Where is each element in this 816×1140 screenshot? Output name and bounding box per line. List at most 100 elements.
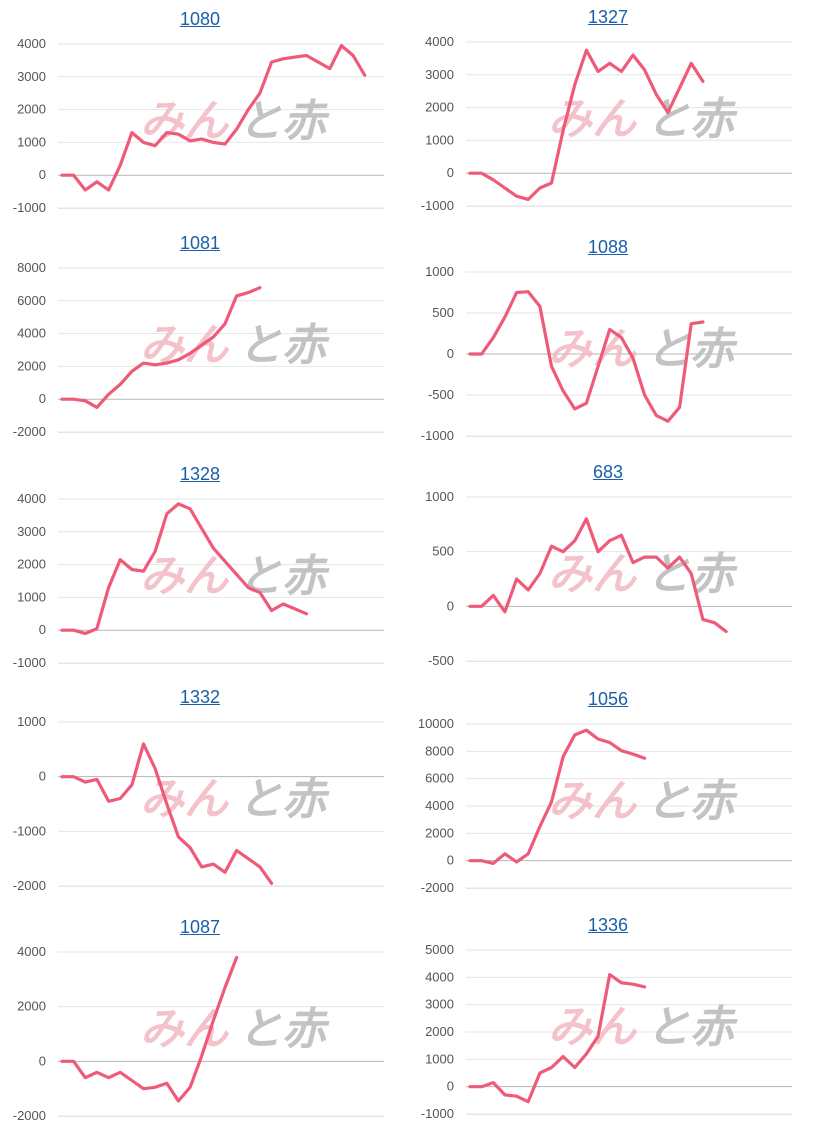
y-tick-label: -2000 bbox=[13, 424, 46, 439]
watermark-logo: みん と赤 bbox=[140, 1004, 330, 1055]
watermark-text-part2: と赤 bbox=[238, 774, 330, 825]
y-tick-label: 1000 bbox=[17, 134, 46, 149]
y-tick-label: 0 bbox=[39, 622, 46, 637]
watermark-text-part1: みん bbox=[548, 324, 638, 375]
chart-panel-1087: 1087 4000 2000 0 -2000 みん と赤 bbox=[0, 916, 400, 1140]
y-tick-label: 4000 bbox=[425, 798, 454, 813]
y-tick-label: 500 bbox=[432, 305, 454, 320]
y-tick-label: 4000 bbox=[17, 326, 46, 341]
series-line bbox=[468, 517, 728, 634]
chart-svg: 1000 500 0 -500 -1000 みん と赤 bbox=[421, 264, 792, 443]
y-tick-label: 0 bbox=[39, 167, 46, 182]
y-tick-label: -1000 bbox=[421, 198, 454, 213]
y-tick-label: -2000 bbox=[13, 1108, 46, 1123]
y-tick-label: -2000 bbox=[421, 880, 454, 895]
y-tick-label: 6000 bbox=[17, 293, 46, 308]
chart-panel-1056: 1056 10000 8000 6000 4000 2000 0 -2000 みん と赤 bbox=[408, 688, 808, 912]
y-tick-label: 1000 bbox=[425, 264, 454, 279]
chart-panel-1080: 1080 4000 3000 2000 1000 0 -1000 みん と赤 bbox=[0, 8, 400, 232]
y-tick-label: 4000 bbox=[425, 34, 454, 49]
y-tick-label: 0 bbox=[39, 1053, 46, 1068]
y-tick-label: 1000 bbox=[17, 714, 46, 729]
chart-title-link[interactable]: 1056 bbox=[587, 689, 629, 709]
watermark-logo: みん と赤 bbox=[548, 549, 738, 600]
y-tick-label: -1000 bbox=[13, 823, 46, 838]
y-tick-label: -1000 bbox=[421, 1106, 454, 1121]
y-tick-label: 3000 bbox=[17, 69, 46, 84]
y-tick-label: -500 bbox=[428, 387, 454, 402]
chart-panel-1332: 1332 1000 0 -1000 -2000 みん と赤 bbox=[0, 686, 400, 910]
y-tick-label: 4000 bbox=[17, 491, 46, 506]
y-tick-label: 0 bbox=[447, 1079, 454, 1094]
chart-svg: 4000 3000 2000 1000 0 -1000 みん と赤 bbox=[13, 36, 384, 215]
watermark-text-part1: みん bbox=[548, 776, 638, 827]
chart-panel-1088: 1088 1000 500 0 -500 -1000 みん と赤 bbox=[408, 236, 808, 460]
chart-svg: 4000 3000 2000 1000 0 -1000 みん と赤 bbox=[421, 34, 792, 213]
chart-title-link[interactable]: 1081 bbox=[179, 233, 221, 253]
series-line bbox=[60, 43, 367, 192]
chart-title-link[interactable]: 1088 bbox=[587, 237, 629, 257]
watermark-logo: みん と赤 bbox=[548, 324, 738, 375]
chart-svg: 5000 4000 3000 2000 1000 0 -1000 みん と赤 bbox=[421, 942, 792, 1121]
y-tick-label: -1000 bbox=[13, 655, 46, 670]
chart-title-link[interactable]: 683 bbox=[592, 462, 624, 482]
chart-title-link[interactable]: 1328 bbox=[179, 464, 221, 484]
series-line bbox=[468, 48, 705, 201]
chart-panel-1328: 1328 4000 3000 2000 1000 0 -1000 みん と赤 bbox=[0, 463, 400, 687]
y-tick-label: 4000 bbox=[17, 36, 46, 51]
watermark-text-part2: と赤 bbox=[238, 551, 330, 602]
watermark-text-part1: みん bbox=[140, 774, 230, 825]
y-tick-label: 8000 bbox=[425, 743, 454, 758]
y-tick-label: 0 bbox=[39, 391, 46, 406]
series-line bbox=[60, 286, 262, 409]
chart-svg: 1000 500 0 -500 みん と赤 bbox=[425, 489, 792, 668]
y-tick-label: 10000 bbox=[418, 716, 454, 731]
y-tick-label: 0 bbox=[39, 769, 46, 784]
watermark-text-part1: みん bbox=[548, 549, 638, 600]
series-line bbox=[468, 972, 647, 1104]
y-tick-label: -500 bbox=[428, 653, 454, 668]
y-tick-label: 3000 bbox=[425, 67, 454, 82]
y-tick-label: 0 bbox=[447, 165, 454, 180]
y-tick-label: 1000 bbox=[425, 1051, 454, 1066]
watermark-logo: みん と赤 bbox=[548, 776, 738, 827]
chart-title-link[interactable]: 1327 bbox=[587, 7, 629, 27]
series-line bbox=[60, 742, 274, 885]
watermark-logo: みん と赤 bbox=[548, 94, 738, 145]
y-tick-label: 0 bbox=[447, 853, 454, 868]
y-tick-label: 2000 bbox=[17, 999, 46, 1014]
chart-svg: 1000 0 -1000 -2000 みん と赤 bbox=[13, 714, 384, 893]
y-tick-label: -1000 bbox=[13, 200, 46, 215]
y-tick-label: 0 bbox=[447, 598, 454, 613]
series-line bbox=[60, 955, 239, 1103]
chart-title-link[interactable]: 1332 bbox=[179, 687, 221, 707]
watermark-logo: みん と赤 bbox=[140, 96, 330, 147]
y-tick-label: 2000 bbox=[17, 557, 46, 572]
y-tick-label: -1000 bbox=[421, 428, 454, 443]
chart-svg: 4000 2000 0 -2000 みん と赤 bbox=[13, 944, 384, 1123]
chart-panel-683: 683 1000 500 0 -500 みん と赤 bbox=[408, 461, 808, 685]
chart-title-link[interactable]: 1336 bbox=[587, 915, 629, 935]
chart-title-link[interactable]: 1080 bbox=[179, 9, 221, 29]
y-tick-label: 5000 bbox=[425, 942, 454, 957]
y-tick-label: -2000 bbox=[13, 878, 46, 893]
y-tick-label: 2000 bbox=[425, 825, 454, 840]
chart-title-link[interactable]: 1087 bbox=[179, 917, 221, 937]
y-tick-label: 3000 bbox=[425, 997, 454, 1012]
chart-panel-1081: 1081 8000 6000 4000 2000 0 -2000 みん と赤 bbox=[0, 232, 400, 456]
watermark-logo: みん と赤 bbox=[140, 320, 330, 371]
y-tick-label: 1000 bbox=[425, 132, 454, 147]
watermark-text-part2: と赤 bbox=[646, 324, 738, 375]
watermark-logo: みん と赤 bbox=[140, 774, 330, 825]
series-line bbox=[60, 502, 309, 636]
y-tick-label: 2000 bbox=[17, 102, 46, 117]
chart-svg: 4000 3000 2000 1000 0 -1000 みん と赤 bbox=[13, 491, 384, 670]
y-tick-label: 2000 bbox=[17, 358, 46, 373]
chart-svg: 8000 6000 4000 2000 0 -2000 みん と赤 bbox=[13, 260, 384, 439]
watermark-text-part1: みん bbox=[140, 320, 230, 371]
y-tick-label: 1000 bbox=[17, 589, 46, 604]
y-tick-label: 0 bbox=[447, 346, 454, 361]
y-tick-label: 4000 bbox=[425, 969, 454, 984]
y-tick-label: 500 bbox=[432, 544, 454, 559]
series-line bbox=[468, 728, 647, 865]
